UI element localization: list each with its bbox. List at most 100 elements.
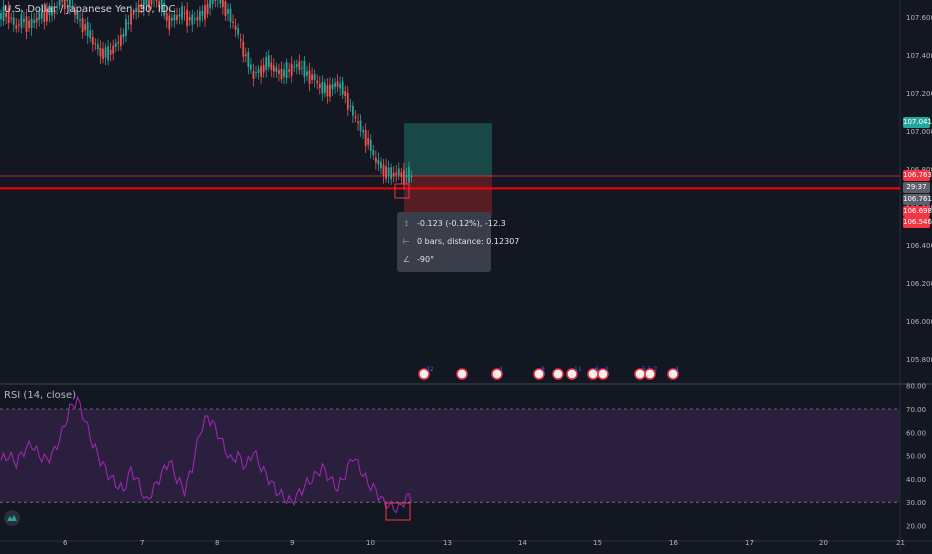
candle-body — [385, 166, 387, 179]
candle-body — [112, 46, 114, 54]
event-count: 8 — [541, 366, 545, 373]
candle-body — [61, 0, 63, 1]
time-axis-tick: 17 — [745, 539, 754, 547]
candle-body — [349, 106, 351, 107]
price-label-target: 107.041 — [903, 117, 930, 128]
measure-price-text: -0.123 (-0.12%), -12.3 — [417, 219, 506, 228]
rsi-indicator-label[interactable]: RSI (14, close) — [4, 390, 76, 401]
candle-body — [15, 25, 17, 29]
price-label-entry: 106.761 — [903, 194, 930, 205]
candle-body — [82, 18, 84, 32]
measure-angle-text: -90° — [417, 255, 434, 264]
candle-body — [304, 61, 306, 77]
candle-body — [309, 70, 311, 84]
candle-body — [296, 64, 298, 66]
candle-body — [18, 24, 20, 25]
candle-body — [247, 52, 249, 67]
candle-body — [288, 69, 290, 71]
candle-body — [390, 167, 392, 179]
candle-body — [117, 42, 119, 44]
candle-body — [181, 6, 183, 19]
time-axis-tick: 10 — [366, 539, 375, 547]
candle-body — [372, 150, 374, 155]
candle-body — [232, 22, 234, 23]
angle-icon: ∠ — [402, 255, 411, 264]
candle-body — [102, 49, 104, 59]
rsi-band — [0, 409, 900, 502]
candle-body — [378, 160, 380, 165]
candle-body — [298, 61, 300, 69]
candle-body — [329, 85, 331, 97]
economic-event-marker — [645, 369, 655, 379]
candle-body — [222, 0, 224, 7]
candle-body — [383, 165, 385, 176]
time-axis-tick: 21 — [896, 539, 905, 547]
candle-body — [367, 138, 369, 145]
candle-body — [10, 18, 12, 19]
candle-body — [342, 82, 344, 95]
rsi-axis-tick: 70.00 — [906, 406, 926, 414]
candle-body — [110, 50, 112, 55]
rsi-axis-tick: 80.00 — [906, 383, 926, 391]
candle-body — [281, 69, 283, 79]
event-count: 3 — [499, 366, 503, 373]
candle-body — [171, 18, 173, 21]
candle-body — [327, 85, 329, 96]
candle-body — [311, 74, 313, 79]
candle-body — [209, 0, 211, 8]
candle-body — [268, 55, 270, 67]
price-label-current: 106.763 — [903, 170, 930, 181]
rsi-axis-tick: 30.00 — [906, 499, 926, 507]
rsi-axis-tick: 60.00 — [906, 429, 926, 437]
candle-body — [270, 62, 272, 69]
price-axis-tick: 107.600 — [906, 14, 932, 22]
time-axis-tick: 16 — [669, 539, 678, 547]
candle-body — [286, 62, 288, 78]
economic-event-marker — [553, 369, 563, 379]
rsi-axis-tick: 20.00 — [906, 523, 926, 531]
candle-body — [255, 72, 257, 73]
candle-body — [92, 37, 94, 44]
event-count: 11 — [574, 366, 582, 373]
tradingview-logo-icon[interactable] — [4, 510, 20, 526]
price-label-line: 106.698 — [903, 206, 930, 217]
candle-body — [174, 15, 176, 21]
time-axis-tick: 13 — [443, 539, 452, 547]
candle-body — [337, 82, 339, 87]
time-axis-tick: 20 — [819, 539, 828, 547]
candle-body — [128, 23, 130, 24]
event-icon — [457, 369, 467, 379]
candle-body — [245, 54, 247, 56]
candle-body — [291, 64, 293, 76]
candle-body — [393, 173, 395, 177]
candle-body — [332, 84, 334, 89]
candle-body — [258, 69, 260, 72]
candle-body — [365, 130, 367, 146]
event-count: 22 — [426, 366, 434, 373]
candle-body — [123, 34, 125, 37]
candle-body — [334, 83, 336, 87]
candle-body — [194, 19, 196, 20]
candle-body — [283, 70, 285, 77]
symbol-title[interactable]: U.S. Dollar / Japanese Yen, 30, IDC — [4, 4, 175, 15]
economic-event-marker — [457, 369, 467, 379]
time-axis-tick: 15 — [593, 539, 602, 547]
candle-body — [219, 0, 221, 4]
candle-body — [263, 65, 265, 73]
candle-body — [105, 47, 107, 57]
event-icon — [553, 369, 563, 379]
candle-body — [395, 173, 397, 175]
rsi-axis-tick: 40.00 — [906, 476, 926, 484]
time-axis-tick: 6 — [63, 539, 68, 547]
candle-body — [235, 26, 237, 30]
candle-body — [184, 13, 186, 14]
candle-body — [23, 19, 25, 22]
candle-body — [100, 48, 102, 57]
measure-row-bars: ⊢ 0 bars, distance: 0.12307 — [402, 237, 519, 246]
candle-body — [87, 22, 89, 36]
candle-body — [207, 4, 209, 14]
candle-body — [97, 44, 99, 49]
price-axis-tick: 106.000 — [906, 318, 932, 326]
